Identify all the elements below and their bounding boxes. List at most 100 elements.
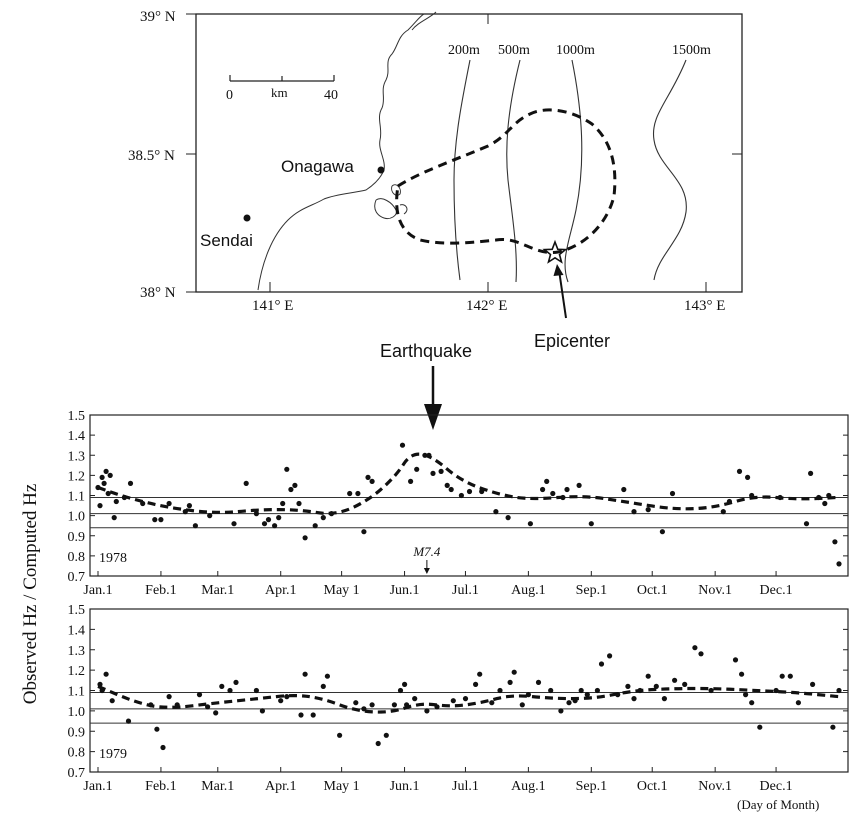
data-point [576, 482, 582, 488]
data-point [422, 452, 428, 458]
onagawa-dot [377, 166, 385, 174]
data-point [148, 702, 154, 708]
data-point [808, 470, 814, 476]
data-point [186, 503, 192, 509]
y-tick-label: 1.1 [68, 490, 86, 505]
y-tick-label: 1.1 [68, 685, 86, 700]
data-point [154, 726, 160, 732]
depth-label-1000m: 1000m [556, 43, 595, 58]
data-point [324, 673, 330, 679]
magnitude-arrow-icon [423, 568, 430, 574]
data-point [121, 494, 127, 501]
plot-frame [89, 414, 849, 577]
data-point [745, 474, 751, 480]
data-point [369, 702, 375, 708]
data-point [276, 515, 282, 521]
data-point [424, 708, 430, 714]
data-point [682, 681, 688, 688]
data-point [160, 744, 166, 751]
scale-bar: 0 km 40 [226, 75, 338, 103]
data-point [292, 482, 298, 488]
data-point [105, 490, 111, 497]
data-point [207, 513, 213, 519]
data-point [182, 509, 188, 515]
data-point [458, 492, 464, 499]
data-point [391, 702, 397, 708]
data-point [572, 698, 578, 704]
data-point [836, 687, 842, 694]
data-point [497, 687, 503, 694]
data-point [795, 700, 802, 706]
data-point [320, 515, 326, 521]
depth-label-200m: 200m [448, 43, 480, 58]
data-point [288, 486, 294, 493]
scale-end: 40 [324, 88, 338, 103]
month-label: Oct.1 [637, 779, 668, 794]
data-point [166, 500, 172, 507]
data-point [347, 490, 353, 497]
data-point [548, 687, 554, 694]
data-point [489, 700, 495, 706]
data-point [399, 442, 406, 448]
data-point [448, 486, 454, 493]
data-point [826, 492, 832, 499]
y-tick-label: 1.0 [68, 705, 86, 720]
month-label: Jun.1 [390, 779, 420, 794]
data-point [544, 478, 550, 484]
data-point [196, 692, 203, 698]
y-tick-label: 1.5 [68, 409, 86, 424]
data-point [507, 679, 513, 686]
data-point [402, 681, 408, 688]
data-point [615, 692, 621, 698]
data-point [743, 692, 749, 698]
data-point [127, 480, 134, 486]
data-point [473, 681, 479, 688]
month-label: Aug.1 [511, 779, 546, 794]
lat-label-38-5: 38.5° N [128, 148, 175, 164]
month-label: Nov.1 [698, 779, 732, 794]
data-point [535, 679, 542, 686]
month-label: Nov.1 [698, 583, 732, 598]
data-point [320, 683, 326, 690]
data-point [375, 740, 381, 747]
data-point [434, 704, 440, 710]
data-point [803, 521, 810, 527]
data-point [227, 687, 233, 694]
data-point [99, 474, 105, 480]
data-point [253, 510, 259, 517]
data-point [166, 694, 172, 700]
y-tick-label: 1.3 [68, 644, 86, 659]
data-point [361, 706, 367, 712]
data-point [444, 482, 450, 488]
data-point [213, 710, 219, 716]
data-point [511, 669, 517, 675]
data-point [412, 696, 418, 702]
rupture-zone-outline [395, 108, 617, 255]
data-point [397, 687, 404, 694]
data-point [777, 494, 783, 501]
data-point [302, 535, 308, 541]
y-tick-label: 1.2 [68, 664, 86, 679]
data-point [140, 500, 146, 507]
lat-label-38: 38° N [140, 285, 176, 301]
data-point [736, 468, 743, 474]
y-tick-label: 1.2 [68, 469, 86, 484]
data-point [672, 677, 678, 683]
epicenter-star-icon [542, 239, 568, 264]
data-point [231, 521, 237, 527]
y-tick-label: 0.9 [68, 725, 86, 740]
data-point [739, 671, 745, 677]
month-label: May 1 [324, 583, 360, 598]
onagawa-label: Onagawa [281, 157, 354, 176]
data-point [621, 486, 627, 493]
y-tick-label: 1.5 [68, 603, 86, 618]
data-point [477, 671, 483, 677]
sendai-dot [243, 214, 251, 222]
data-point [107, 472, 113, 478]
data-point [661, 696, 668, 702]
epicenter-arrow-icon [553, 264, 564, 276]
y-tick-label: 1.4 [68, 623, 86, 638]
magnitude-annotation: M7.4 [412, 544, 441, 559]
